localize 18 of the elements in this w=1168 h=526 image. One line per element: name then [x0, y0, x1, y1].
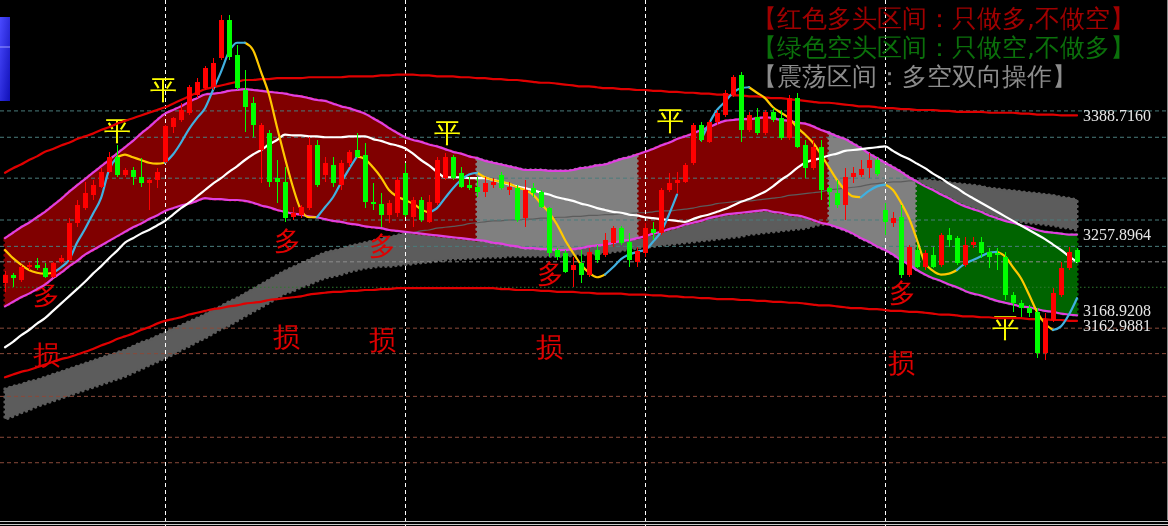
y-tick-label: 3162.9881 [1083, 317, 1151, 335]
annotation: 损 [368, 323, 396, 355]
annotation: 多 [536, 257, 564, 289]
annotation: 损 [535, 330, 563, 362]
annotation: 多 [888, 276, 916, 308]
annotation: 平 [433, 116, 461, 148]
annotation: 多 [368, 229, 396, 261]
annotation: 损 [272, 320, 300, 352]
y-tick-label: 3257.8964 [1083, 226, 1151, 244]
annotation: 平 [656, 104, 684, 136]
y-tick-label: 3168.9208 [1083, 302, 1151, 320]
annotation: 平 [149, 73, 177, 105]
annotation: 损 [887, 346, 915, 378]
y-tick-label: 3388.7160 [1083, 107, 1151, 125]
annotation: 【红色多头区间：只做多,不做空】 [752, 3, 1135, 33]
annotation: 【震荡区间：多空双向操作】 [752, 61, 1077, 91]
annotation: 多 [273, 224, 301, 256]
annotation: 【绿色空头区间：只做空,不做多】 [752, 32, 1135, 62]
